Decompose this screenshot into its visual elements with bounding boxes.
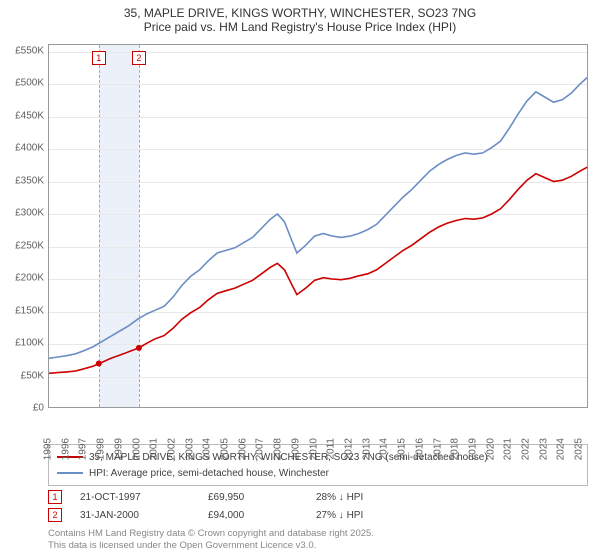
- sale-marker: 2: [48, 508, 62, 522]
- sale-dot: [136, 345, 142, 351]
- title-block: 35, MAPLE DRIVE, KINGS WORTHY, WINCHESTE…: [0, 0, 600, 36]
- attribution-line-2: This data is licensed under the Open Gov…: [48, 540, 588, 552]
- x-tick-label: 2024: [556, 438, 567, 460]
- plot-area: 12: [48, 44, 588, 408]
- x-tick-label: 2009: [290, 438, 301, 460]
- y-tick-label: £450K: [2, 110, 44, 121]
- x-tick-label: 2018: [450, 438, 461, 460]
- series-property: [49, 167, 587, 373]
- y-tick-label: £300K: [2, 208, 44, 219]
- x-tick-label: 1997: [78, 438, 89, 460]
- x-tick-label: 2007: [255, 438, 266, 460]
- x-tick-label: 2012: [343, 438, 354, 460]
- x-tick-label: 1999: [113, 438, 124, 460]
- y-tick-label: £350K: [2, 175, 44, 186]
- title-line-1: 35, MAPLE DRIVE, KINGS WORTHY, WINCHESTE…: [10, 6, 590, 20]
- attribution: Contains HM Land Registry data © Crown c…: [48, 528, 588, 552]
- attribution-line-1: Contains HM Land Registry data © Crown c…: [48, 528, 588, 540]
- x-tick-label: 2022: [521, 438, 532, 460]
- y-tick-label: £250K: [2, 240, 44, 251]
- x-tick-label: 2015: [397, 438, 408, 460]
- legend-swatch-hpi: [57, 472, 83, 474]
- x-tick-label: 2011: [326, 438, 337, 460]
- x-tick-label: 2013: [361, 438, 372, 460]
- x-tick-label: 2010: [308, 438, 319, 460]
- x-tick-label: 2006: [237, 438, 248, 460]
- x-tick-label: 2004: [202, 438, 213, 460]
- y-tick-label: £50K: [2, 370, 44, 381]
- x-tick-label: 2023: [538, 438, 549, 460]
- series-hpi: [49, 78, 587, 359]
- sale-delta: 28% ↓ HPI: [316, 492, 406, 503]
- sale-row: 2 31-JAN-2000 £94,000 27% ↓ HPI: [48, 506, 588, 524]
- x-tick-label: 2008: [273, 438, 284, 460]
- x-tick-label: 2019: [467, 438, 478, 460]
- x-tick-label: 2017: [432, 438, 443, 460]
- y-tick-label: £550K: [2, 45, 44, 56]
- sale-row: 1 21-OCT-1997 £69,950 28% ↓ HPI: [48, 488, 588, 506]
- sale-delta: 27% ↓ HPI: [316, 510, 406, 521]
- x-tick-label: 2005: [220, 438, 231, 460]
- sale-marker: 1: [48, 490, 62, 504]
- y-tick-label: £150K: [2, 305, 44, 316]
- y-tick-label: £100K: [2, 338, 44, 349]
- plot-svg: [49, 45, 587, 407]
- legend-item-hpi: HPI: Average price, semi-detached house,…: [57, 465, 579, 481]
- title-line-2: Price paid vs. HM Land Registry's House …: [10, 20, 590, 34]
- y-tick-label: £500K: [2, 78, 44, 89]
- sales-table: 1 21-OCT-1997 £69,950 28% ↓ HPI 2 31-JAN…: [48, 488, 588, 524]
- sale-date: 31-JAN-2000: [80, 510, 190, 521]
- sale-dot: [96, 361, 102, 367]
- x-tick-label: 2001: [149, 438, 160, 460]
- chart-container: 35, MAPLE DRIVE, KINGS WORTHY, WINCHESTE…: [0, 0, 600, 560]
- y-tick-label: £0: [2, 403, 44, 414]
- x-tick-label: 1996: [60, 438, 71, 460]
- plot-marker: 1: [92, 51, 106, 65]
- x-tick-label: 2025: [574, 438, 585, 460]
- x-tick-label: 2021: [503, 438, 514, 460]
- sale-price: £94,000: [208, 510, 298, 521]
- x-tick-label: 2003: [184, 438, 195, 460]
- plot-marker: 2: [132, 51, 146, 65]
- sale-price: £69,950: [208, 492, 298, 503]
- x-tick-label: 1995: [43, 438, 54, 460]
- x-tick-label: 1998: [96, 438, 107, 460]
- y-tick-label: £400K: [2, 143, 44, 154]
- x-tick-label: 2002: [166, 438, 177, 460]
- y-tick-label: £200K: [2, 273, 44, 284]
- sale-date: 21-OCT-1997: [80, 492, 190, 503]
- x-tick-label: 2014: [379, 438, 390, 460]
- x-tick-label: 2020: [485, 438, 496, 460]
- x-tick-label: 2016: [414, 438, 425, 460]
- legend-label-hpi: HPI: Average price, semi-detached house,…: [89, 468, 329, 479]
- x-tick-label: 2000: [131, 438, 142, 460]
